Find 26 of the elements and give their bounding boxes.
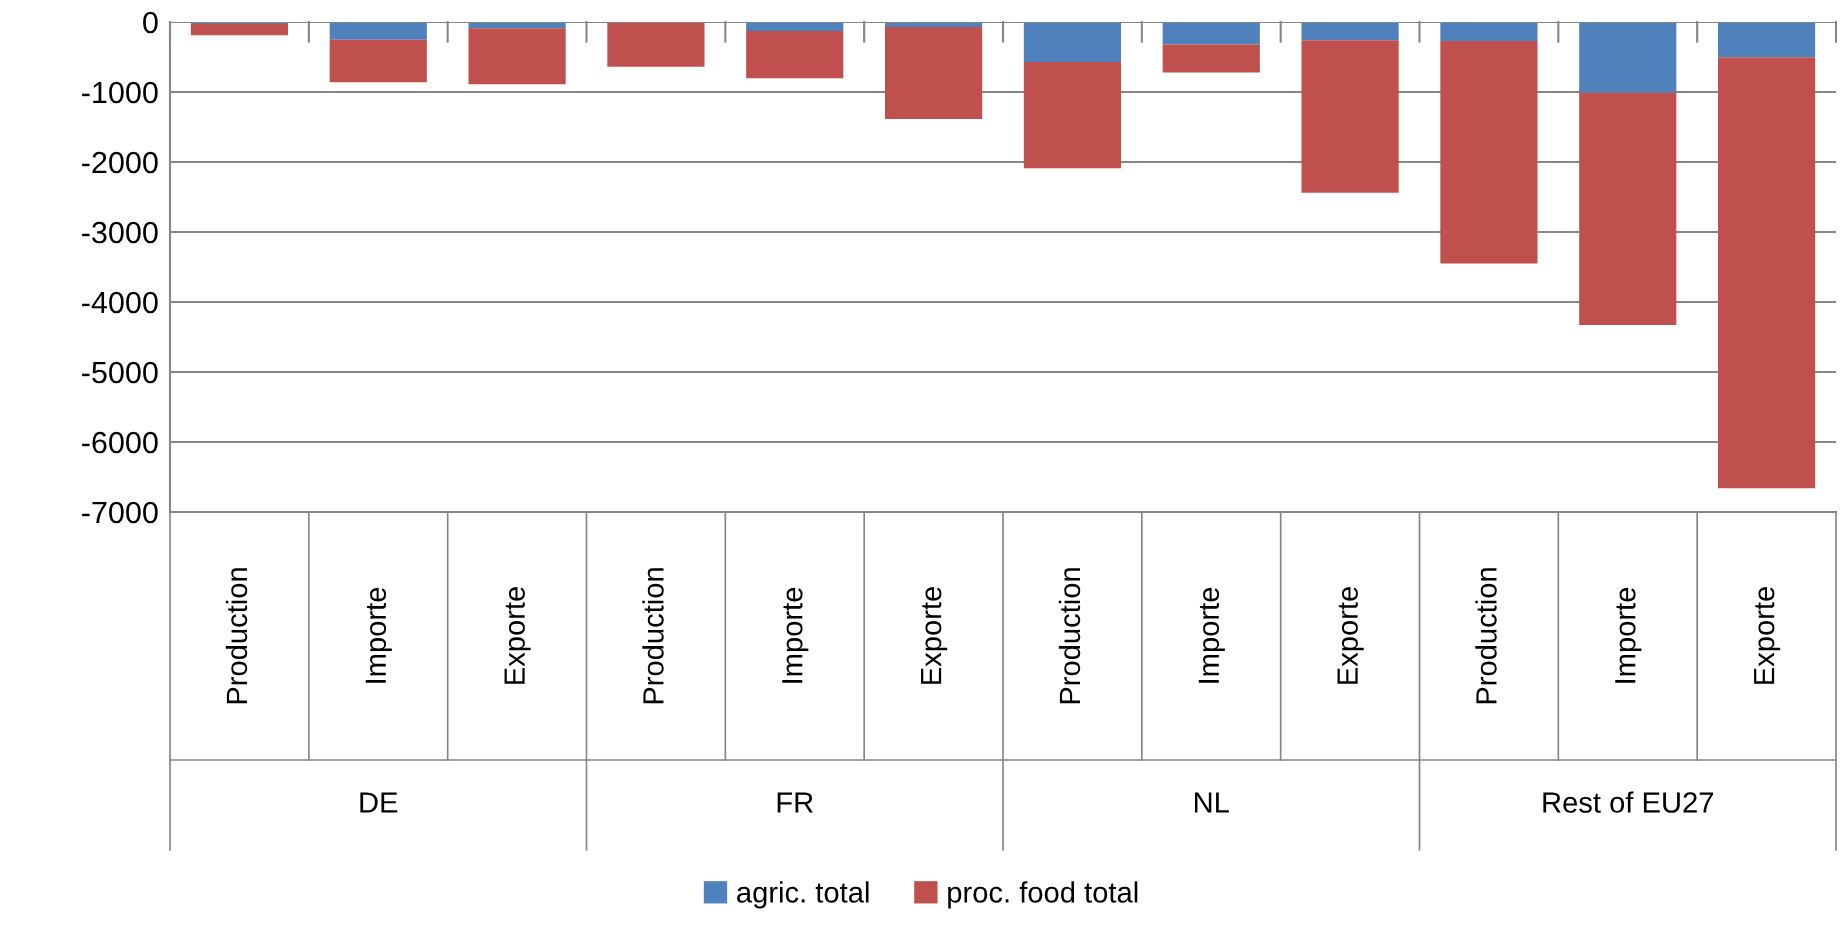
x-tick-label: Production [225, 568, 248, 704]
y-tick-label: -4000 [82, 291, 158, 314]
x-tick-label: Exporte [1337, 587, 1364, 684]
x-tick-label: Production [1058, 568, 1081, 704]
y-tick-label: -1000 [82, 81, 158, 104]
y-tick-label: -7000 [82, 501, 158, 524]
x-tick-label: Exporte [504, 587, 531, 684]
x-tick-label: Importe [1615, 587, 1642, 683]
x-tick-label: Importe [782, 587, 809, 683]
text: NL [1195, 792, 1229, 813]
y-tick-label: -3000 [82, 221, 158, 244]
x-tick-label: Exporte [1754, 587, 1781, 684]
x-tick-label: Importe [365, 587, 392, 683]
text: DE [360, 792, 398, 813]
x-tick-label: Importe [1198, 587, 1225, 683]
legend-label: proc. food total [948, 881, 1138, 909]
legend-label: agric. total [737, 881, 869, 909]
y-tick-label: -5000 [82, 361, 158, 384]
y-tick-label: 0 [143, 11, 158, 34]
text: FR [777, 792, 813, 813]
x-tick-label: Production [1475, 568, 1497, 704]
y-tick-label: -6000 [82, 431, 158, 454]
x-tick-label: Exporte [921, 587, 948, 684]
x-tick-label: Production [642, 568, 664, 704]
y-tick-label: -2000 [82, 151, 158, 174]
text: Rest of EU27 [1543, 791, 1714, 813]
